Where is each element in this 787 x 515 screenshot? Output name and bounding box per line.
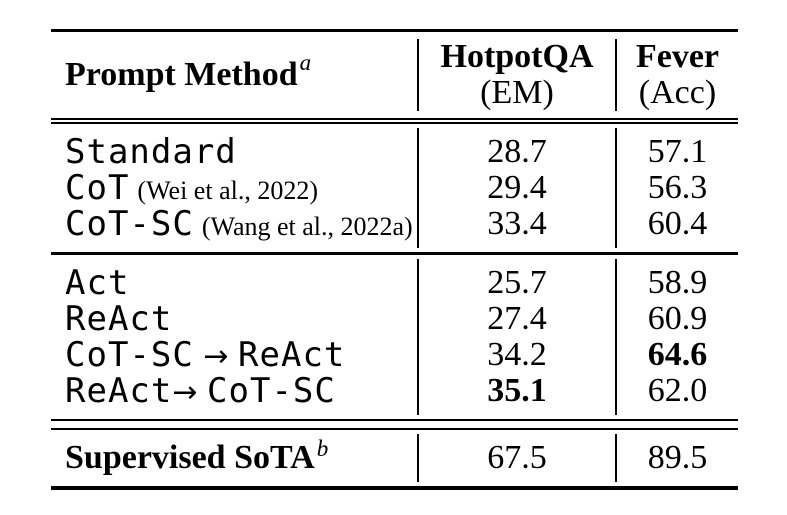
fever-column: 57.1 56.3 60.4 [615,128,738,248]
top-rule [51,29,738,32]
score-cell: 89.5 [647,439,708,476]
react-methods-section: Act ReAct CoT-SC → ReAct ReAct→ CoT-SC 2… [51,259,738,415]
header-separator-rule [51,118,738,124]
cot-citation: (Wei et al., 2022) [137,176,318,205]
method-header-footnote-marker: a [299,50,312,75]
right-arrow-icon: → [172,375,208,410]
method-name-cot-sc: CoT-SC (Wang et al., 2022a) [65,204,413,244]
method-column: Act ReAct CoT-SC → ReAct ReAct→ CoT-SC [51,259,417,415]
score-cell-best-fever: 64.6 [647,336,708,373]
fever-column: 89.5 [615,434,738,482]
score-cell: 60.4 [647,205,708,242]
bottom-rule [51,486,738,490]
method-name-act: Act [65,263,130,303]
column-header-hotpotqa: HotpotQA (EM) [417,39,615,111]
results-table: Prompt Method a HotpotQA (EM) Fever (Acc)… [51,29,738,490]
fever-column: 58.9 60.9 64.6 62.0 [615,259,738,415]
score-cell: 57.1 [647,133,708,170]
cot-sc-citation: (Wang et al., 2022a) [201,212,413,241]
supervised-sota-label: Supervised SoTAb [65,436,329,476]
score-cell: 62.0 [647,372,708,409]
score-cell: 33.4 [487,205,547,242]
method-column: Standard CoT (Wei et al., 2022) CoT-SC (Wa… [51,128,417,248]
table-header: Prompt Method a HotpotQA (EM) Fever (Acc) [51,39,738,111]
method-name-cot: CoT (Wei et al., 2022) [65,168,318,208]
fever-metric-label: (Acc) [638,74,717,111]
score-cell: 60.9 [647,300,708,337]
method-name-cotsc-to-react: CoT-SC → ReAct [65,335,346,375]
hotpotqa-column: 25.7 27.4 34.2 35.1 [417,259,615,415]
score-cell: 67.5 [487,439,547,476]
column-header-method: Prompt Method a [51,39,417,111]
baseline-methods-section: Standard CoT (Wei et al., 2022) CoT-SC (Wa… [51,128,738,248]
method-name-react: ReAct [65,299,173,339]
hotpotqa-metric-label: (EM) [480,74,554,111]
hotpotqa-column: 67.5 [417,434,615,482]
section-separator-rule [51,252,738,255]
score-cell: 29.4 [487,169,547,206]
supervised-sota-section: Supervised SoTAb 67.5 89.5 [51,434,738,482]
method-name-react-to-cotsc: ReAct→ CoT-SC [65,371,336,411]
score-cell-best-hotpotqa: 35.1 [487,372,547,409]
sota-separator-rule [51,419,738,430]
score-cell: 34.2 [487,336,547,373]
method-column: Supervised SoTAb [51,434,417,482]
score-cell: 27.4 [487,300,547,337]
sota-footnote-marker: b [316,436,329,461]
method-header-label: Prompt Method [65,56,298,93]
column-header-fever: Fever (Acc) [615,39,738,111]
right-arrow-icon: → [193,339,239,374]
hotpotqa-header-label: HotpotQA [440,38,594,75]
score-cell: 58.9 [647,264,708,301]
score-cell: 28.7 [487,133,547,170]
method-name-standard: Standard [65,132,237,172]
hotpotqa-column: 28.7 29.4 33.4 [417,128,615,248]
fever-header-label: Fever [635,38,720,75]
score-cell: 56.3 [647,169,708,206]
score-cell: 25.7 [487,264,547,301]
